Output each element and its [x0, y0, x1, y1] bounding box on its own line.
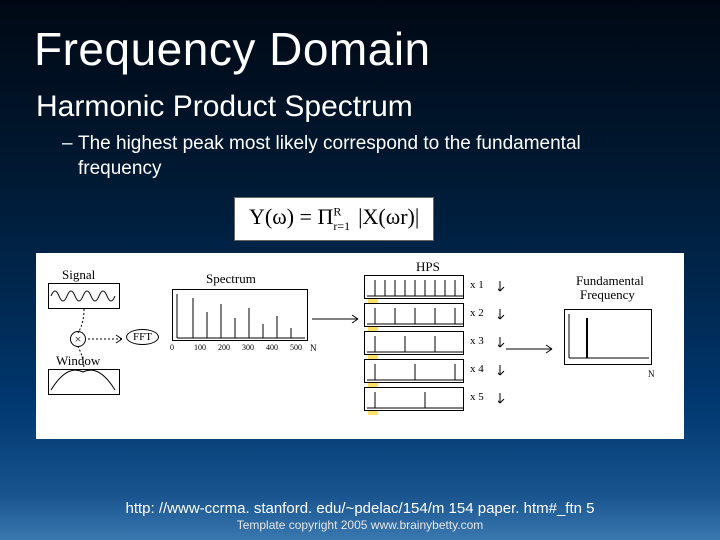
spectrum-tick: 100	[194, 343, 206, 352]
hps-row	[364, 359, 464, 383]
spectrum-tick: 300	[242, 343, 254, 352]
label-fund-2: Frequency	[580, 287, 635, 303]
fund-xaxis: N	[648, 369, 655, 379]
bullet-text: The highest peak most likely correspond …	[62, 132, 656, 181]
hps-row	[364, 275, 464, 299]
credit-prefix: Template copyright 2005	[237, 518, 368, 532]
label-spectrum: Spectrum	[206, 271, 256, 287]
formula-box: Y(ω) = ΠRr=1|X(ωr)|	[234, 197, 434, 240]
formula-sub: r=1	[333, 219, 350, 233]
window-plot	[48, 369, 120, 395]
formula-lhs: Y(ω)	[249, 204, 294, 229]
formula-op: Π	[317, 204, 333, 229]
spectrum-tick: 500	[290, 343, 302, 352]
hps-row	[364, 303, 464, 327]
hps-diagram: Signal×WindowFFTSpectrum0100200300400500…	[36, 253, 684, 439]
spectrum-tick: 200	[218, 343, 230, 352]
page-title: Frequency Domain	[34, 22, 686, 76]
spectrum-tick: 0	[170, 343, 174, 352]
hps-row-label: x 4	[470, 363, 484, 375]
hps-row	[364, 331, 464, 355]
footer: http: //www-ccrma. stanford. edu/~pdelac…	[0, 500, 720, 532]
source-url: http: //www-ccrma. stanford. edu/~pdelac…	[125, 500, 594, 517]
fundamental-plot	[564, 309, 652, 365]
hps-row-label: x 5	[470, 391, 484, 403]
hps-row-label: x 3	[470, 335, 484, 347]
hps-row	[364, 387, 464, 411]
fft-icon: FFT	[126, 329, 159, 345]
label-window: Window	[56, 353, 100, 369]
spectrum-plot	[172, 289, 308, 341]
subtitle: Harmonic Product Spectrum	[36, 90, 686, 124]
hps-row-label: x 2	[470, 307, 484, 319]
spectrum-xaxis: N	[310, 343, 317, 353]
label-hps: HPS	[416, 259, 440, 275]
formula-body: |X(ωr)|	[358, 204, 419, 229]
credit-site: www.brainybetty.com	[371, 518, 483, 532]
formula-sup: R	[333, 205, 341, 219]
hps-row-label: x 1	[470, 279, 484, 291]
spectrum-tick: 400	[266, 343, 278, 352]
